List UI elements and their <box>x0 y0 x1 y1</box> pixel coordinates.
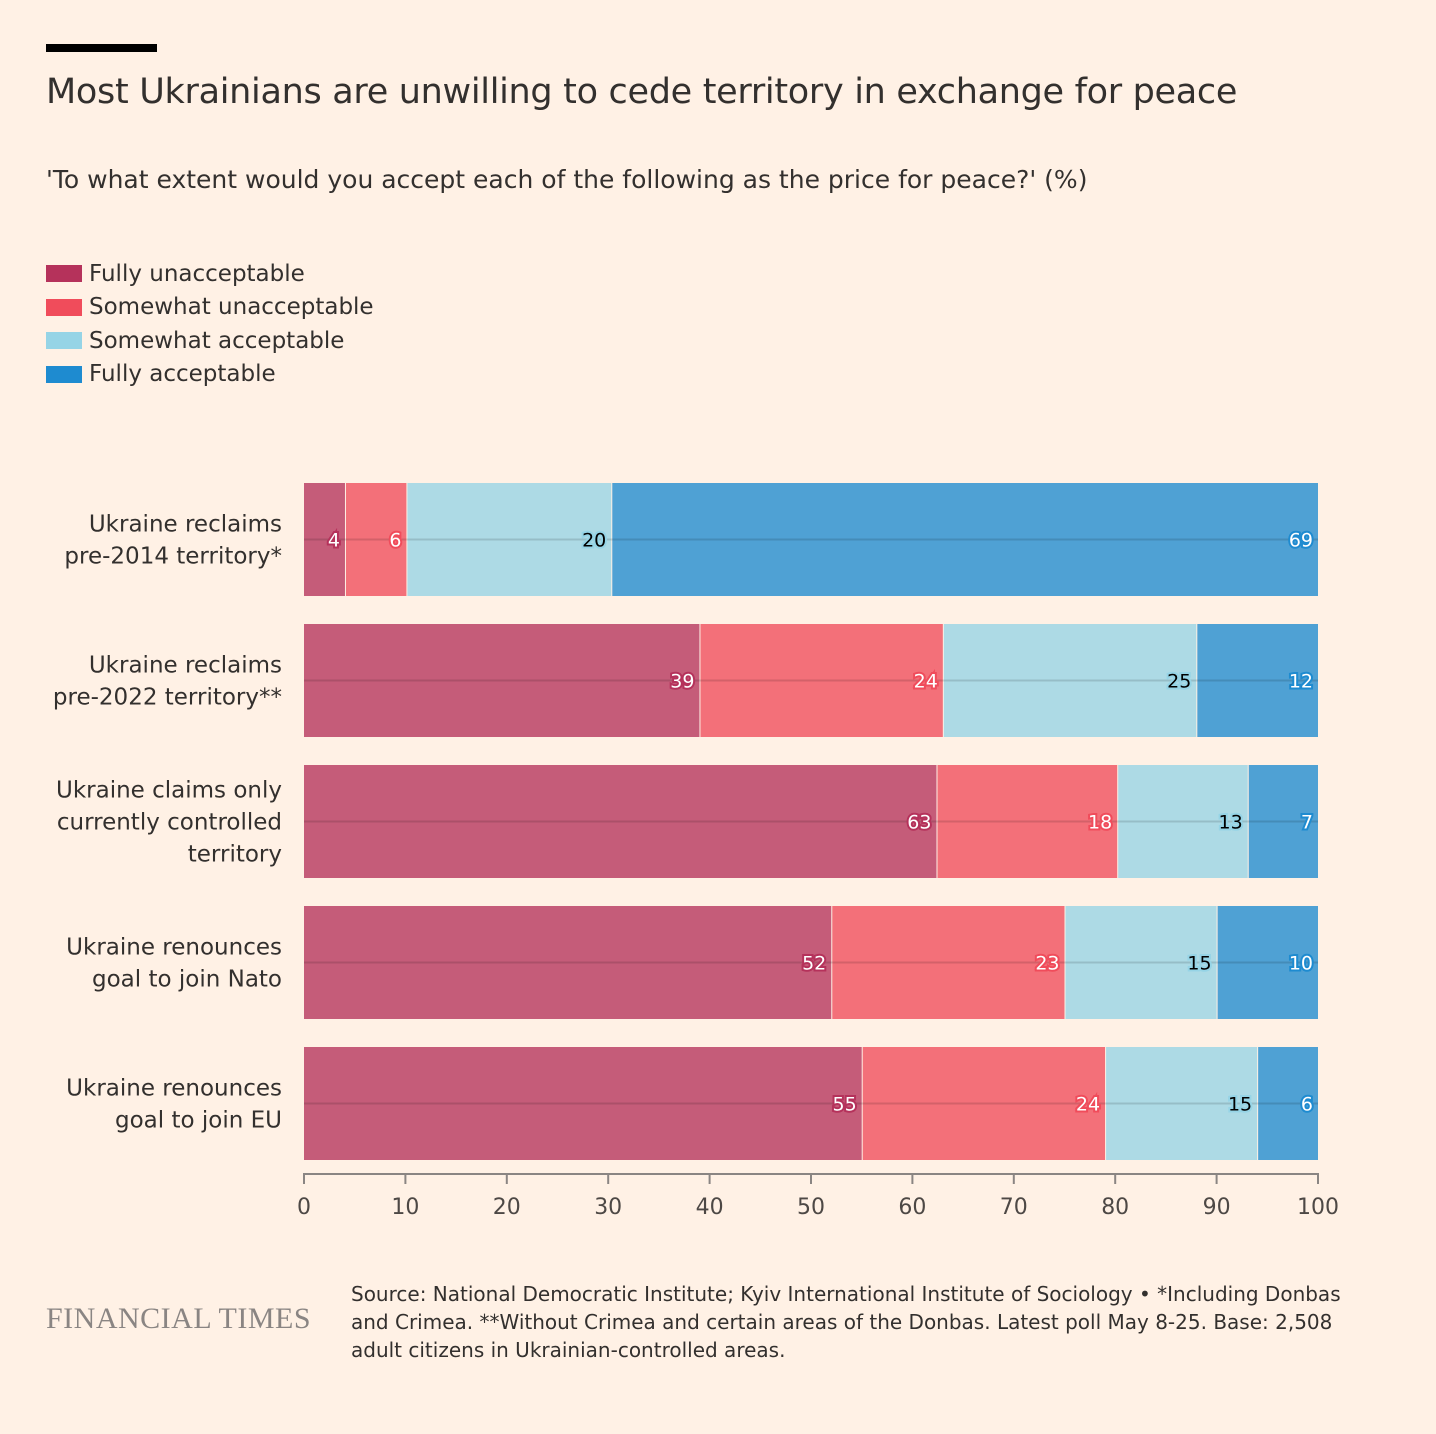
category-label: Ukraine reclaims <box>89 653 282 679</box>
legend-item-fully-unacceptable: Fully unacceptable <box>46 257 374 291</box>
category-label: Ukraine renounces <box>66 935 282 961</box>
bar-segment <box>304 1047 862 1160</box>
bar-segment <box>1248 765 1318 878</box>
legend-label: Somewhat acceptable <box>89 327 345 354</box>
x-tick-label: 100 <box>1297 1195 1339 1220</box>
data-label: 39 <box>670 671 694 693</box>
legend-swatch <box>46 265 82 283</box>
category-label: Ukraine claims only <box>56 778 282 804</box>
bar-segment <box>1106 1047 1258 1160</box>
bar-segment <box>862 1047 1106 1160</box>
category-label: currently controlled <box>57 810 282 836</box>
bar-segment <box>1217 906 1318 1019</box>
legend-swatch <box>46 365 82 383</box>
bar-segment <box>943 624 1197 737</box>
legend-item-fully-acceptable: Fully acceptable <box>46 358 374 392</box>
chart-title: Most Ukrainians are unwilling to cede te… <box>46 72 1238 112</box>
bar-segment <box>1065 906 1217 1019</box>
bar-segment <box>407 483 612 596</box>
legend-swatch <box>46 298 82 316</box>
data-label: 23 <box>1035 953 1059 975</box>
data-label: 15 <box>1187 953 1211 975</box>
data-label: 6 <box>389 530 401 552</box>
x-tick-label: 40 <box>696 1195 724 1220</box>
data-label: 69 <box>1289 530 1313 552</box>
data-label: 10 <box>1289 953 1313 975</box>
bar-segment <box>612 483 1318 596</box>
bar-segment <box>832 906 1065 1019</box>
x-tick-label: 60 <box>898 1195 926 1220</box>
bar-segment <box>304 483 345 596</box>
category-label: pre-2014 territory* <box>64 544 282 570</box>
stacked-bar-chart: 4 6 20 69 Ukraine reclaims pre-2014 territory… <box>53 483 1339 1220</box>
header-rule <box>46 44 157 52</box>
x-tick-label: 0 <box>297 1195 311 1220</box>
legend-item-somewhat-acceptable: Somewhat acceptable <box>46 324 374 358</box>
x-tick-label: 80 <box>1101 1195 1129 1220</box>
category-label: Ukraine renounces <box>66 1076 282 1102</box>
chart-subtitle: 'To what extent would you accept each of… <box>46 165 1088 194</box>
legend-label: Fully acceptable <box>89 361 276 388</box>
x-tick-label: 90 <box>1203 1195 1231 1220</box>
bar-segment <box>700 624 943 737</box>
bar-segment <box>937 765 1118 878</box>
data-label: 13 <box>1219 812 1243 834</box>
legend-label: Somewhat unacceptable <box>89 294 374 321</box>
x-tick-label: 30 <box>594 1195 622 1220</box>
source-note: Source: National Democratic Institute; K… <box>351 1282 1341 1362</box>
bar-segment <box>1118 765 1248 878</box>
data-label: 63 <box>907 812 931 834</box>
x-tick-label: 70 <box>1000 1195 1028 1220</box>
bar-segment <box>1197 624 1318 737</box>
category-label: Ukraine reclaims <box>89 512 282 538</box>
data-label: 12 <box>1289 671 1313 693</box>
data-label: 25 <box>1167 671 1191 693</box>
legend: Fully unacceptable Somewhat unacceptable… <box>46 257 374 391</box>
data-label: 15 <box>1228 1094 1252 1116</box>
data-label: 4 <box>328 530 340 552</box>
bar-segment <box>304 765 937 878</box>
bar-segment <box>1258 1047 1318 1160</box>
data-label: 55 <box>833 1094 857 1116</box>
data-label: 52 <box>802 953 826 975</box>
x-tick-label: 20 <box>493 1195 521 1220</box>
x-tick-label: 10 <box>391 1195 419 1220</box>
category-label: goal to join EU <box>115 1108 282 1134</box>
ft-logo: FINANCIAL TIMES <box>46 1302 312 1335</box>
bar-segment <box>304 624 700 737</box>
data-label: 24 <box>914 671 938 693</box>
category-label: pre-2022 territory** <box>53 685 282 711</box>
data-label: 20 <box>582 530 606 552</box>
legend-item-somewhat-unacceptable: Somewhat unacceptable <box>46 291 374 325</box>
legend-swatch <box>46 332 82 350</box>
category-label: goal to join Nato <box>92 967 282 993</box>
x-tick-label: 50 <box>797 1195 825 1220</box>
bar-segment <box>345 483 407 596</box>
category-label: territory <box>188 842 282 868</box>
data-label: 6 <box>1301 1094 1313 1116</box>
data-label: 24 <box>1076 1094 1100 1116</box>
bar-segment <box>304 906 832 1019</box>
legend-label: Fully unacceptable <box>89 260 305 287</box>
data-label: 18 <box>1088 812 1112 834</box>
data-label: 7 <box>1301 812 1313 834</box>
